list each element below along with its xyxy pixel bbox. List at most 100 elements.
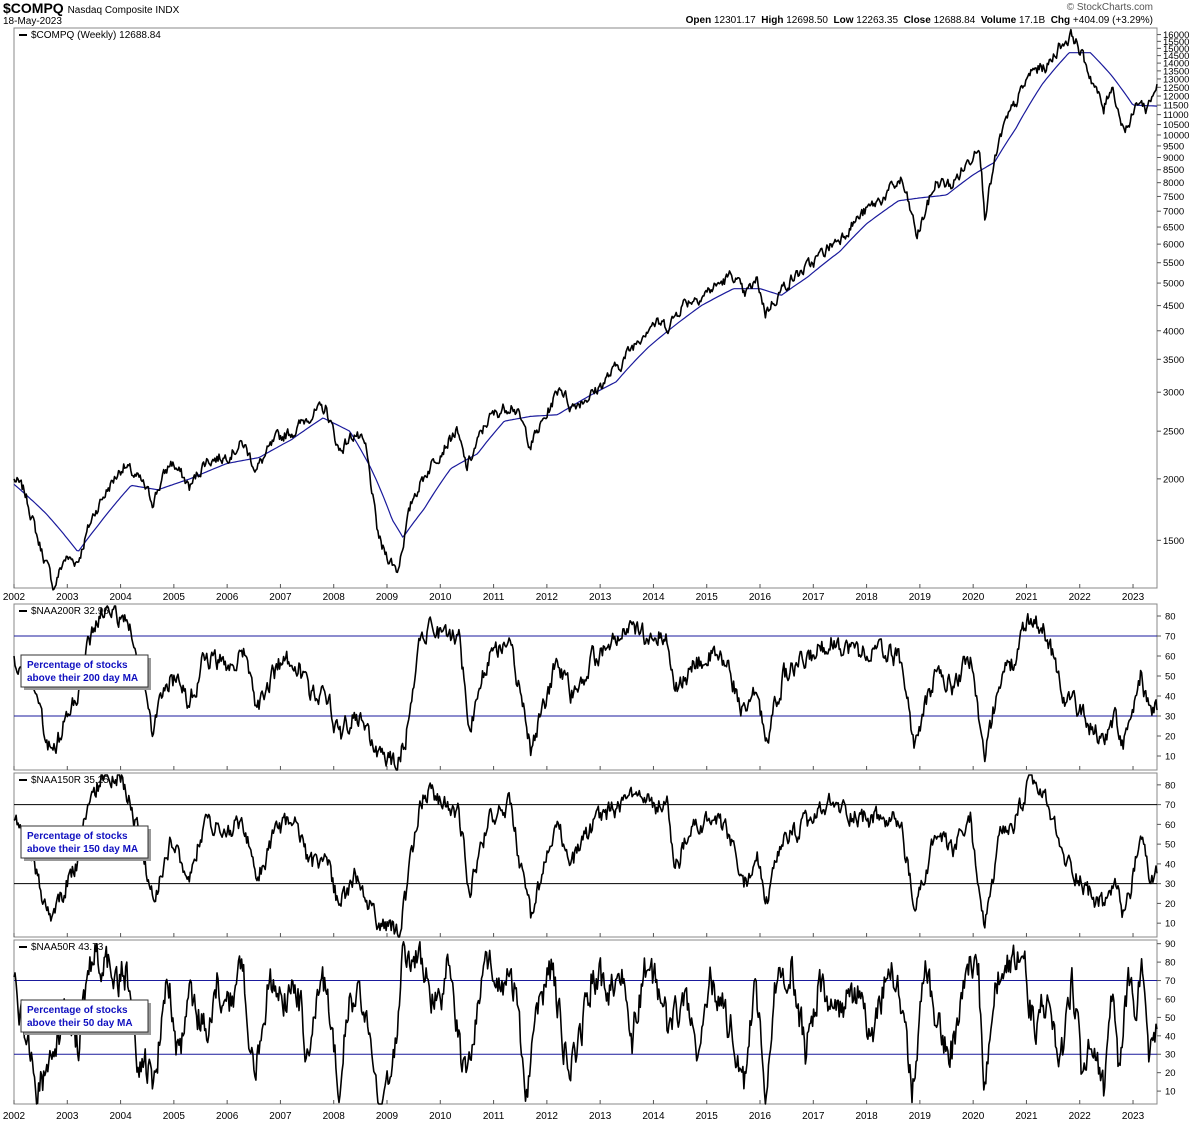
y-tick-label: 30 xyxy=(1165,1050,1176,1061)
y-tick-label: 4500 xyxy=(1163,301,1184,312)
year-label: 2022 xyxy=(1069,1111,1092,1122)
chart-title: $COMPQ Nasdaq Composite INDX xyxy=(3,0,179,16)
ohlc-label: Volume xyxy=(980,15,1017,26)
ohlc-value: 12263.35 xyxy=(853,15,904,26)
year-label: 2018 xyxy=(855,592,878,603)
annotation-box xyxy=(20,825,149,859)
panel-label: $NAA50R 43.73 xyxy=(31,942,104,953)
y-tick-label: 13500 xyxy=(1163,66,1189,77)
year-label: 2011 xyxy=(483,592,505,603)
y-tick-label: 40 xyxy=(1165,692,1176,703)
y-tick-label: 10 xyxy=(1165,752,1176,763)
annotation-text: above their 200 day MA xyxy=(27,673,138,684)
year-label: 2002 xyxy=(3,1111,26,1122)
indicator-line xyxy=(13,605,1158,771)
y-tick-label: 30 xyxy=(1165,712,1176,723)
y-tick-label: 40 xyxy=(1165,1031,1176,1042)
year-label: 2003 xyxy=(56,1111,79,1122)
y-tick-label: 70 xyxy=(1165,800,1176,811)
y-tick-label: 60 xyxy=(1165,994,1176,1005)
y-tick-label: 30 xyxy=(1165,879,1176,890)
y-tick-label: 9500 xyxy=(1163,141,1184,152)
y-tick-label: 50 xyxy=(1165,672,1176,683)
y-tick-label: 10500 xyxy=(1163,120,1189,131)
y-tick-label: 13000 xyxy=(1163,74,1189,85)
ohlc-label: Close xyxy=(903,15,931,26)
year-label: 2023 xyxy=(1122,1111,1145,1122)
year-label: 2004 xyxy=(109,1111,132,1122)
y-tick-label: 90 xyxy=(1165,939,1176,950)
ohlc-label: High xyxy=(761,15,784,26)
y-tick-label: 60 xyxy=(1165,652,1176,663)
y-tick-label: 50 xyxy=(1165,840,1176,851)
panel-label: $NAA150R 35.25 xyxy=(31,775,109,786)
year-label: 2018 xyxy=(855,1111,878,1122)
y-tick-label: 15000 xyxy=(1163,44,1189,55)
ohlc-value: 12698.50 xyxy=(783,15,834,26)
year-label: 2012 xyxy=(536,1111,559,1122)
y-tick-label: 10000 xyxy=(1163,130,1189,141)
y-tick-label: 6500 xyxy=(1163,223,1184,234)
year-label: 2017 xyxy=(802,1111,825,1122)
year-label: 2006 xyxy=(216,592,239,603)
year-label: 2021 xyxy=(1015,592,1038,603)
year-label: 2019 xyxy=(909,592,932,603)
y-tick-label: 14000 xyxy=(1163,59,1189,70)
y-tick-label: 6000 xyxy=(1163,240,1184,251)
y-tick-label: 80 xyxy=(1165,780,1176,791)
year-label: 2016 xyxy=(749,1111,772,1122)
year-label: 2015 xyxy=(696,1111,719,1122)
y-tick-label: 16000 xyxy=(1163,30,1189,41)
annotation-box xyxy=(20,999,149,1033)
ohlc-value: 12301.17 xyxy=(711,15,762,26)
year-label: 2005 xyxy=(163,1111,186,1122)
y-tick-label: 70 xyxy=(1165,976,1176,987)
ohlc-value: +404.09 (+3.29%) xyxy=(1070,15,1153,26)
ohlc-value: 12688.84 xyxy=(930,15,981,26)
year-label: 2013 xyxy=(589,1111,612,1122)
y-tick-label: 10 xyxy=(1165,919,1176,930)
year-label: 2009 xyxy=(376,1111,399,1122)
year-label: 2014 xyxy=(642,1111,665,1122)
y-tick-label: 40 xyxy=(1165,859,1176,870)
y-tick-label: 5000 xyxy=(1163,279,1184,290)
y-tick-label: 8000 xyxy=(1163,178,1184,189)
y-tick-label: 80 xyxy=(1165,958,1176,969)
y-tick-label: 10 xyxy=(1165,1087,1176,1098)
annotation-text: Percentage of stocks xyxy=(27,660,128,671)
annotation-text: Percentage of stocks xyxy=(27,831,128,842)
indicator-line xyxy=(13,941,1158,1105)
year-label: 2009 xyxy=(376,592,399,603)
year-label: 2005 xyxy=(163,592,186,603)
year-label: 2012 xyxy=(536,592,559,603)
year-label: 2006 xyxy=(216,1111,239,1122)
chart-date: 18-May-2023 xyxy=(3,16,62,27)
year-label: 2015 xyxy=(696,592,719,603)
y-tick-label: 2000 xyxy=(1163,474,1184,485)
year-label: 2007 xyxy=(269,1111,292,1122)
year-label: 2016 xyxy=(749,592,772,603)
panel-frame xyxy=(13,939,1158,1105)
y-tick-label: 11000 xyxy=(1163,110,1189,121)
indicator-line xyxy=(13,774,1158,938)
panel-label: $NAA200R 32.96 xyxy=(31,606,109,617)
year-label: 2023 xyxy=(1122,592,1145,603)
price-line xyxy=(13,28,1158,591)
y-tick-label: 9000 xyxy=(1163,153,1184,164)
ohlc-label: Chg xyxy=(1050,15,1071,26)
ohlc-value: 17.1B xyxy=(1016,15,1051,26)
year-label: 2003 xyxy=(56,592,79,603)
y-tick-label: 3000 xyxy=(1163,388,1184,399)
y-tick-label: 7000 xyxy=(1163,207,1184,218)
year-label: 2022 xyxy=(1069,592,1092,603)
y-tick-label: 12000 xyxy=(1163,92,1189,103)
panel-label: $COMPQ (Weekly) 12688.84 xyxy=(31,30,161,41)
year-label: 2007 xyxy=(269,592,292,603)
symbol: $COMPQ xyxy=(3,0,64,16)
panel-frame xyxy=(13,27,1158,589)
y-tick-label: 15500 xyxy=(1163,37,1189,48)
brand-watermark: © StockCharts.com xyxy=(1066,2,1153,13)
y-tick-label: 50 xyxy=(1165,1013,1176,1024)
annotation-text: above their 150 day MA xyxy=(27,844,138,855)
year-label: 2017 xyxy=(802,592,825,603)
